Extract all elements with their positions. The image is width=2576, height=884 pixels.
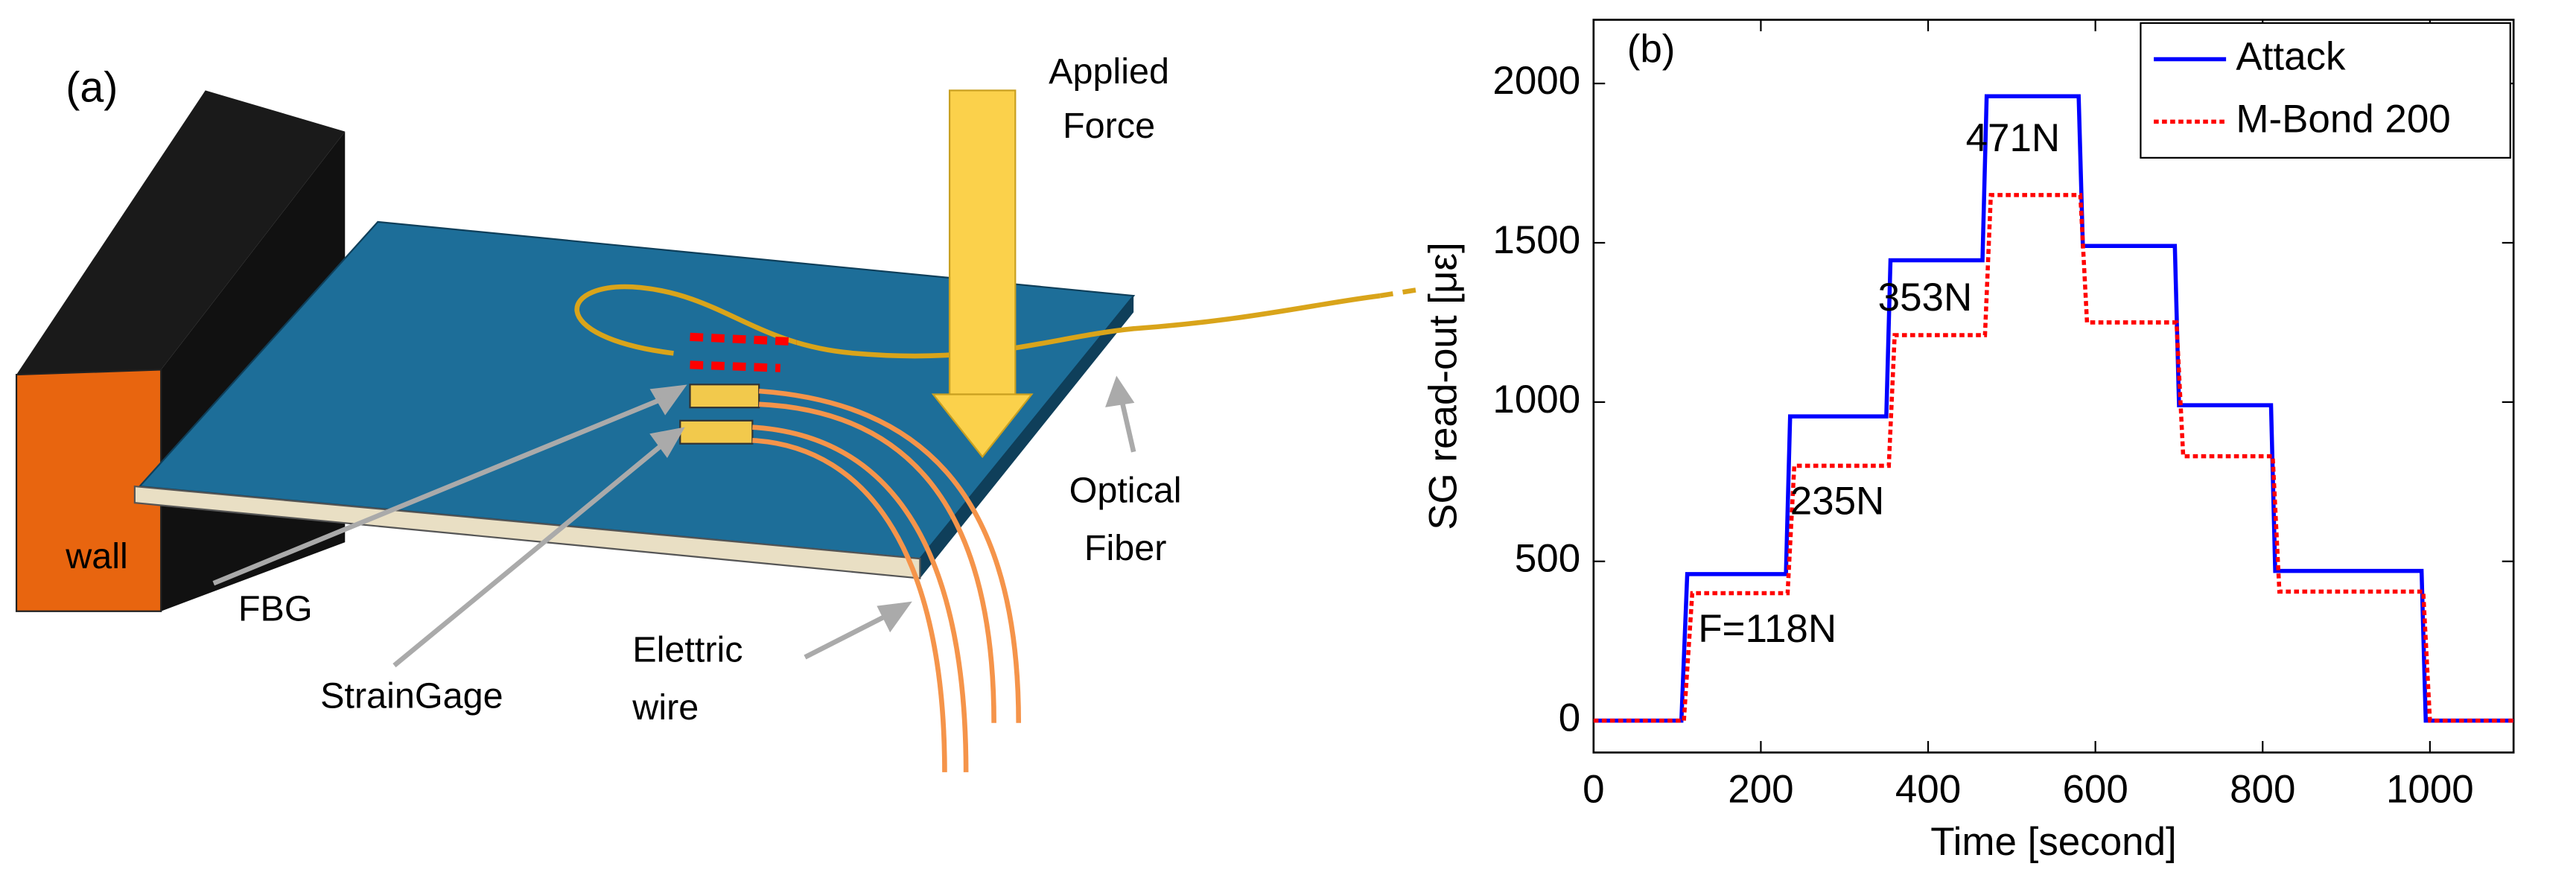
fiber-dash xyxy=(1379,287,1422,299)
strain-gage xyxy=(679,419,754,445)
annotation: (b) xyxy=(1627,27,1676,71)
annotation: 235N xyxy=(1790,480,1885,524)
wall-top xyxy=(16,90,346,375)
legend-label: M-Bond 200 xyxy=(2236,97,2450,141)
fiber-label: Optical xyxy=(1069,471,1182,511)
pointer-arrows xyxy=(212,375,1136,668)
panel-label: (a) xyxy=(66,64,118,112)
electric-wire xyxy=(752,388,1022,772)
wall-label: wall xyxy=(65,536,128,576)
fbg xyxy=(690,360,781,372)
fbg xyxy=(690,332,798,346)
y-tick-label: 0 xyxy=(1559,696,1580,740)
legend xyxy=(2140,22,2511,159)
diagram: (a) Applied Force wall FBG StrainGage El… xyxy=(15,51,1422,772)
chart: 0 500 1000 1500 2000 0 200 400 600 800 1000 Time [s… xyxy=(1421,19,2515,864)
x-tick-label: 600 xyxy=(2062,767,2128,811)
force-label: Force xyxy=(1063,106,1155,146)
strain-gage xyxy=(689,384,760,409)
x-tick-label: 1000 xyxy=(2386,767,2474,811)
y-tick-label: 500 xyxy=(1515,537,1580,581)
y-axis-label: SG read-out [με] xyxy=(1421,242,1465,530)
y-tick-label: 1000 xyxy=(1492,378,1580,422)
force-arrow xyxy=(948,89,1017,395)
annotation: 353N xyxy=(1878,276,1973,319)
fiber-label: Fiber xyxy=(1084,528,1167,568)
optical-fiber xyxy=(574,284,1381,359)
y-tick-label: 1500 xyxy=(1492,218,1580,262)
annotation: 471N xyxy=(1966,116,2061,160)
wall-front xyxy=(15,369,162,612)
series-line xyxy=(1593,193,2514,723)
plate-edge xyxy=(133,485,921,579)
wire-label: wire xyxy=(632,687,699,728)
series-line xyxy=(1593,94,2514,723)
x-tick-label: 800 xyxy=(2230,767,2295,811)
force-arrow-head xyxy=(931,393,1034,459)
force-label: Applied xyxy=(1049,51,1169,92)
x-tick-label: 0 xyxy=(1583,767,1604,811)
x-tick-label: 200 xyxy=(1728,767,1793,811)
annotation: F=118N xyxy=(1698,607,1836,651)
fbg-label: FBG xyxy=(238,589,313,629)
legend-label: Attack xyxy=(2236,34,2346,78)
straingage-label: StrainGage xyxy=(320,675,503,716)
x-tick-label: 400 xyxy=(1895,767,1961,811)
x-axis-label: Time [second] xyxy=(1930,820,2177,864)
y-tick-label: 2000 xyxy=(1492,59,1580,103)
wire-label: Elettric xyxy=(632,630,742,670)
